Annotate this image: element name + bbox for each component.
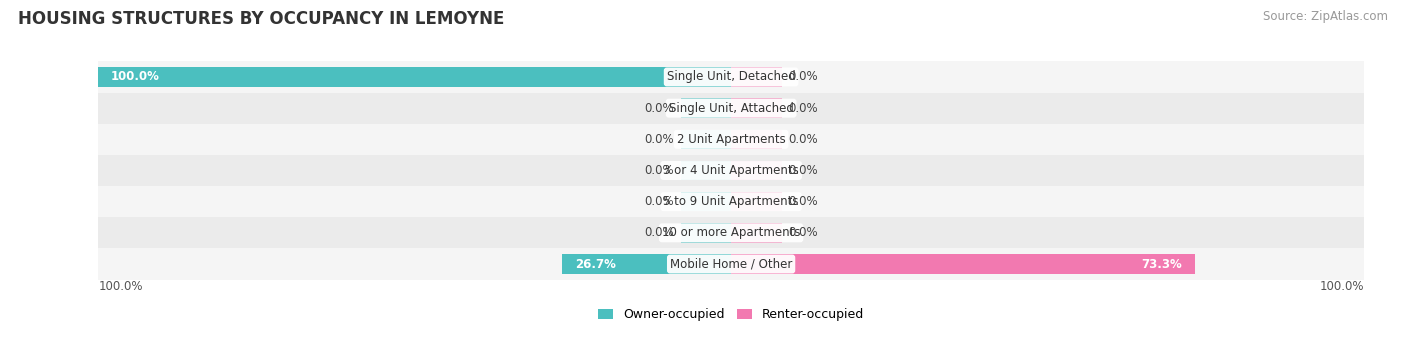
Bar: [681, 223, 731, 242]
Bar: [98, 155, 1364, 186]
Bar: [731, 254, 1195, 274]
Bar: [98, 186, 1364, 217]
Text: 0.0%: 0.0%: [787, 71, 818, 84]
Text: Single Unit, Detached: Single Unit, Detached: [666, 71, 796, 84]
Text: 0.0%: 0.0%: [787, 164, 818, 177]
Bar: [731, 223, 782, 242]
Text: 100.0%: 100.0%: [111, 71, 160, 84]
Text: 3 or 4 Unit Apartments: 3 or 4 Unit Apartments: [664, 164, 799, 177]
Text: Mobile Home / Other: Mobile Home / Other: [669, 257, 793, 270]
Bar: [681, 99, 731, 118]
Bar: [562, 254, 731, 274]
Text: 100.0%: 100.0%: [1319, 280, 1364, 293]
Bar: [731, 192, 782, 211]
Text: 0.0%: 0.0%: [644, 164, 675, 177]
Text: 0.0%: 0.0%: [787, 226, 818, 239]
Bar: [731, 161, 782, 180]
Text: 100.0%: 100.0%: [98, 280, 143, 293]
Text: 0.0%: 0.0%: [644, 195, 675, 208]
Text: 0.0%: 0.0%: [644, 133, 675, 146]
Bar: [98, 92, 1364, 124]
Bar: [98, 249, 1364, 280]
Text: 0.0%: 0.0%: [787, 102, 818, 115]
Text: 0.0%: 0.0%: [644, 102, 675, 115]
Legend: Owner-occupied, Renter-occupied: Owner-occupied, Renter-occupied: [593, 303, 869, 326]
Text: 0.0%: 0.0%: [787, 133, 818, 146]
Bar: [731, 99, 782, 118]
Text: 2 Unit Apartments: 2 Unit Apartments: [676, 133, 786, 146]
Text: 0.0%: 0.0%: [787, 195, 818, 208]
Text: 73.3%: 73.3%: [1142, 257, 1182, 270]
Text: Source: ZipAtlas.com: Source: ZipAtlas.com: [1263, 10, 1388, 23]
Bar: [98, 67, 731, 87]
Bar: [98, 61, 1364, 92]
Bar: [681, 161, 731, 180]
Bar: [98, 124, 1364, 155]
Text: 0.0%: 0.0%: [644, 226, 675, 239]
Text: 5 to 9 Unit Apartments: 5 to 9 Unit Apartments: [664, 195, 799, 208]
Text: 26.7%: 26.7%: [575, 257, 616, 270]
Bar: [98, 217, 1364, 249]
Text: 10 or more Apartments: 10 or more Apartments: [662, 226, 800, 239]
Bar: [681, 130, 731, 149]
Text: HOUSING STRUCTURES BY OCCUPANCY IN LEMOYNE: HOUSING STRUCTURES BY OCCUPANCY IN LEMOY…: [18, 10, 505, 28]
Bar: [731, 130, 782, 149]
Bar: [681, 192, 731, 211]
Bar: [731, 67, 782, 87]
Text: Single Unit, Attached: Single Unit, Attached: [669, 102, 793, 115]
